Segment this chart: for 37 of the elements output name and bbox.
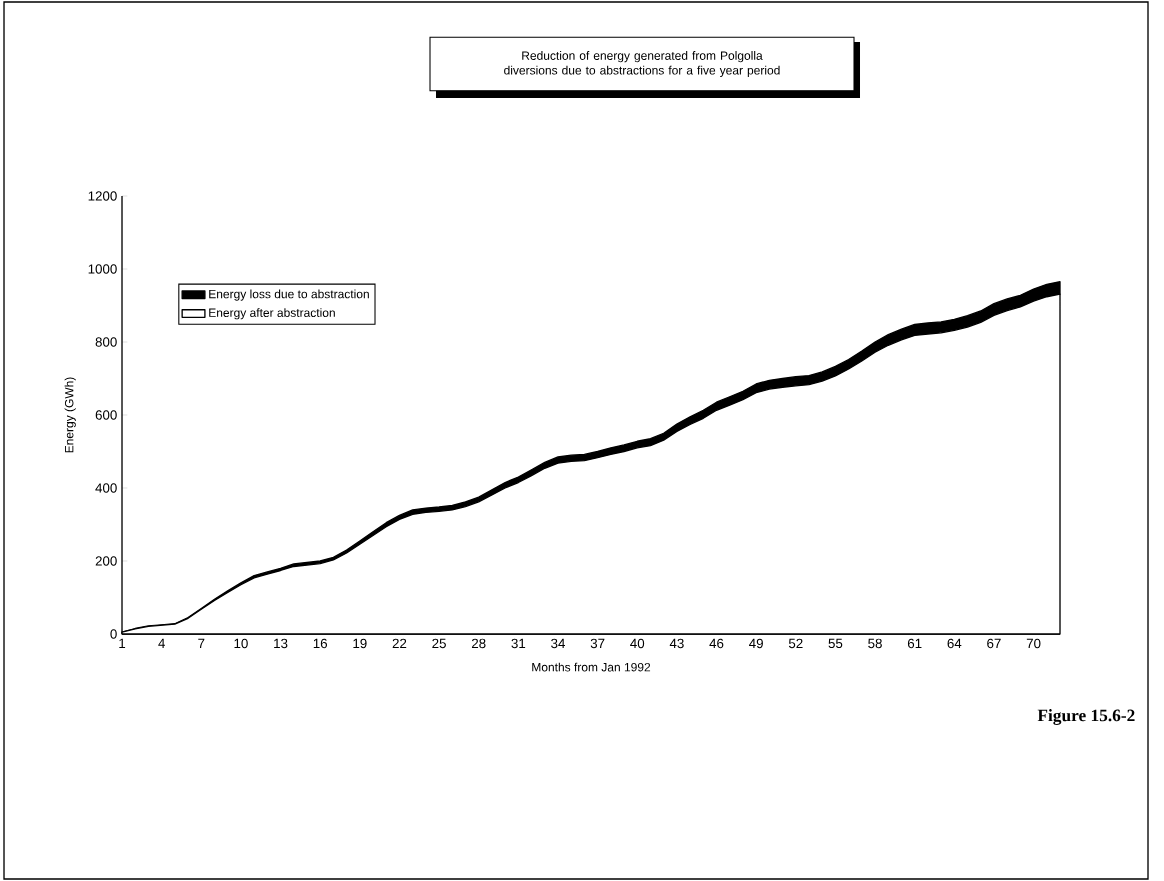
chart-title: Reduction of energy generated from Polgolla diversions due to abstractions for a five year period [504, 51, 780, 77]
x-tick-label: 46 [709, 638, 724, 649]
y-tick-label: 1000 [88, 264, 117, 274]
x-tick-label: 55 [828, 638, 843, 649]
legend-label: Energy after abstraction [209, 308, 335, 320]
x-tick-label: 52 [788, 638, 803, 649]
y-tick-label: 1200 [88, 191, 117, 201]
y-tick-label: 800 [95, 337, 117, 347]
x-tick-label: 34 [551, 638, 565, 649]
x-tick-label: 22 [392, 638, 407, 649]
x-tick-label: 67 [987, 638, 1001, 649]
x-tick-label: 4 [158, 638, 165, 648]
caption: Figure 15.6-2 [1037, 709, 1135, 725]
legend-label: Energy loss due to abstraction [209, 289, 369, 301]
x-tick-label: 64 [947, 638, 962, 649]
x-tick-label: 49 [749, 638, 763, 649]
x-tick-label: 40 [630, 638, 645, 649]
x-tick-label: 31 [511, 638, 526, 649]
x-tick-label: 70 [1026, 638, 1041, 649]
y-tick-label: 400 [95, 483, 117, 493]
x-tick-label: 58 [868, 638, 882, 649]
x-tick-label: 37 [590, 638, 605, 649]
y-tick-label: 200 [95, 556, 117, 566]
x-tick-label: 1 [119, 638, 126, 648]
x-tick-label: 16 [313, 638, 328, 649]
y-tick-label: 600 [95, 410, 117, 420]
x-tick-label: 10 [234, 638, 248, 649]
y-axis-title: Energy (GWh) [64, 377, 76, 453]
x-tick-label: 43 [669, 638, 684, 649]
x-tick-label: 19 [353, 638, 367, 649]
x-axis-title: Months from Jan 1992 [532, 662, 651, 672]
x-tick-label: 7 [198, 638, 205, 648]
x-tick-label: 61 [907, 638, 922, 649]
x-tick-label: 13 [274, 638, 288, 649]
x-tick-label: 28 [471, 638, 486, 649]
y-tick-label: 0 [110, 629, 117, 639]
x-tick-label: 25 [432, 638, 446, 649]
